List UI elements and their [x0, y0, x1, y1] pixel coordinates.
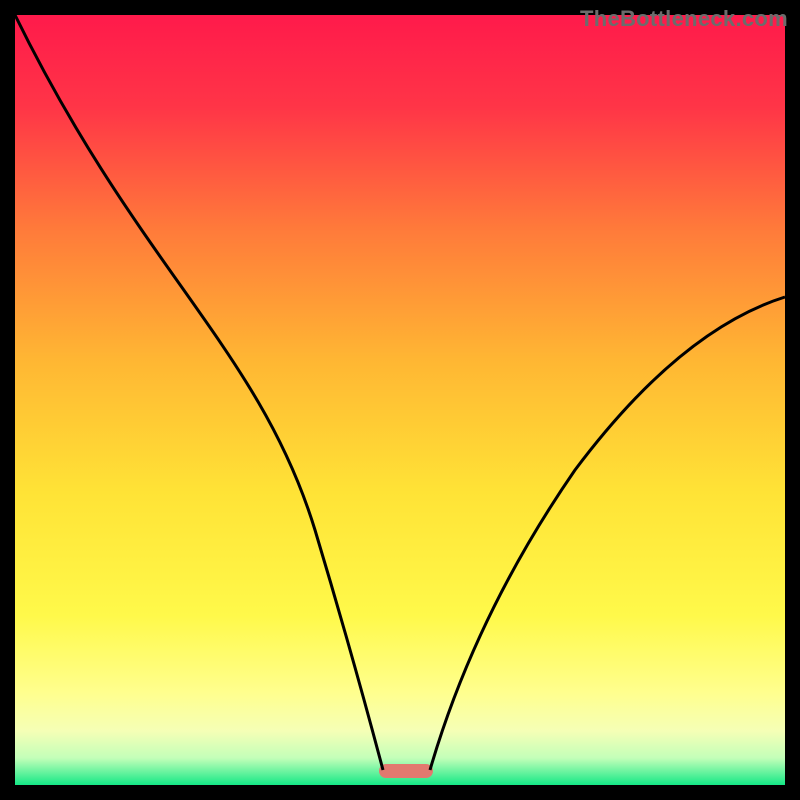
gradient-background — [15, 15, 785, 785]
bottom-marker — [379, 764, 433, 778]
bottleneck-chart: TheBottleneck.com — [0, 0, 800, 800]
watermark-text: TheBottleneck.com — [580, 6, 788, 32]
chart-svg — [0, 0, 800, 800]
